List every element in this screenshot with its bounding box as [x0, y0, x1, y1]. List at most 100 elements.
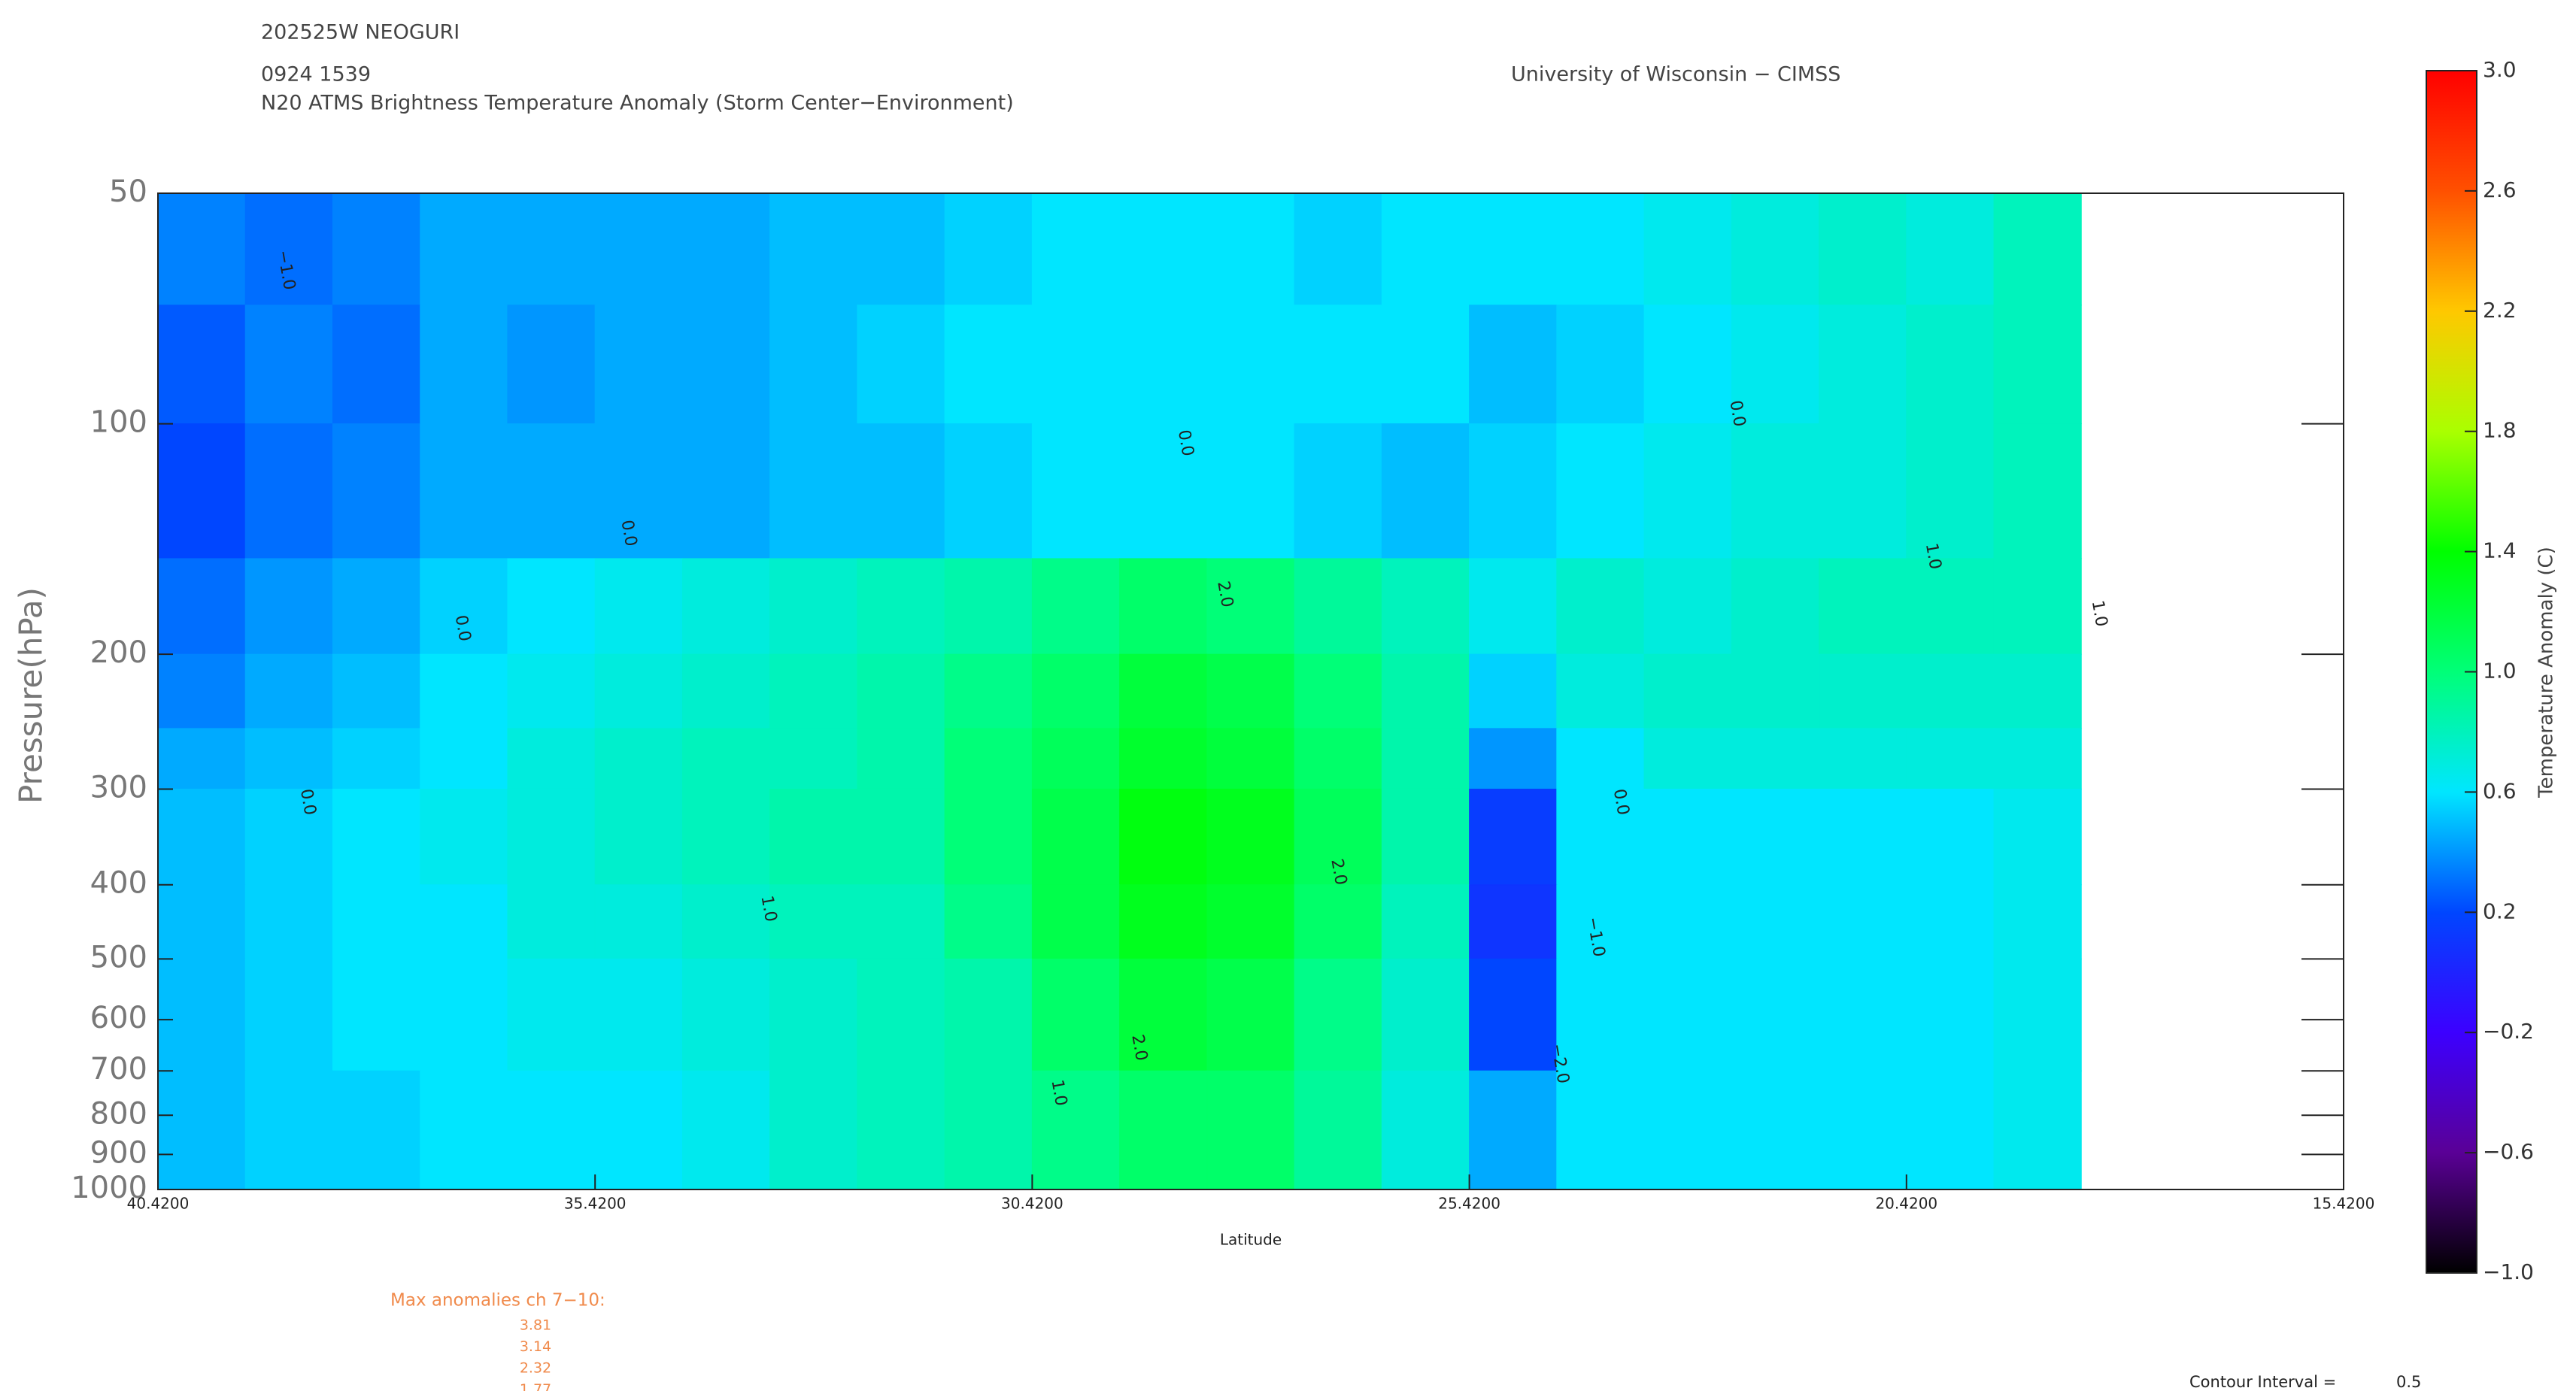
max-anomalies-label: Max anomalies ch 7−10: — [390, 1291, 605, 1311]
max-anomaly-value: 3.81 — [520, 1317, 551, 1334]
field-cell — [157, 788, 246, 886]
credit: University of Wisconsin − CIMSS — [1511, 63, 1840, 86]
field-cell — [857, 423, 945, 559]
field-cell — [1643, 192, 1732, 306]
field-cell — [1119, 423, 1208, 559]
field-cell — [420, 192, 508, 306]
colorbar-tick-label: 2.2 — [2483, 298, 2517, 323]
field-cell — [1031, 728, 1121, 789]
contour-label: 1.0 — [757, 894, 780, 923]
field-cell — [769, 423, 858, 559]
field-cell — [1119, 558, 1208, 655]
x-tick-label: 15.4200 — [2313, 1195, 2375, 1213]
field-cell — [1206, 653, 1295, 729]
field-cell — [1993, 192, 2082, 306]
field-cell — [944, 884, 1033, 959]
field-cell — [157, 423, 246, 559]
field-cell — [1294, 558, 1382, 655]
plot-frame — [157, 192, 2344, 1190]
field-cell — [1031, 1070, 1121, 1190]
field-cell — [1731, 653, 1820, 729]
colorbar-tick-label: 1.0 — [2483, 659, 2517, 683]
field-cell — [332, 305, 421, 425]
field-cell — [507, 192, 596, 306]
field-cell — [420, 728, 508, 789]
field-cell — [1556, 558, 1645, 655]
field-cell — [1731, 305, 1820, 425]
field-cell — [332, 653, 421, 729]
field-cell — [1031, 958, 1121, 1071]
field-cell — [1906, 305, 1995, 425]
field-cell — [420, 788, 508, 886]
field-cell — [681, 192, 771, 306]
field-cell — [1643, 788, 1732, 886]
field-cell — [1993, 1070, 2082, 1190]
field-cell — [244, 958, 333, 1071]
field-cell — [157, 653, 246, 729]
field-cell — [332, 192, 421, 306]
field-cell — [157, 884, 246, 959]
field-cell — [1381, 305, 1470, 425]
field-cell — [1381, 192, 1470, 306]
field-cell — [594, 423, 683, 559]
field-cell — [1643, 884, 1732, 959]
field-cell — [1119, 884, 1208, 959]
x-tick-label: 20.4200 — [1875, 1195, 1937, 1213]
field-cell — [769, 1070, 858, 1190]
field-cell — [1294, 423, 1382, 559]
field-cell — [944, 788, 1033, 886]
field-cell — [157, 192, 246, 306]
field-cell — [1556, 653, 1645, 729]
colorbar-tick-label: 1.8 — [2483, 418, 2517, 443]
field-cell — [507, 728, 596, 789]
field-cell — [1643, 423, 1732, 559]
field-cell — [681, 305, 771, 425]
colorbar-tick-label: 0.2 — [2483, 899, 2517, 923]
field-cell — [1119, 192, 1208, 306]
field-cell — [1294, 884, 1382, 959]
field-cell — [1556, 884, 1645, 959]
contour-label: 0.0 — [1725, 399, 1749, 429]
field-cell — [1731, 192, 1820, 306]
field-cell — [1119, 653, 1208, 729]
field-cell — [769, 558, 858, 655]
field-cell — [507, 305, 596, 425]
field-cell — [1469, 558, 1558, 655]
field-cell — [244, 728, 333, 789]
field-cell — [1556, 788, 1645, 886]
field-cell — [1031, 192, 1121, 306]
field-cell — [857, 653, 945, 729]
field-cell — [1206, 192, 1295, 306]
field-cell — [594, 884, 683, 959]
field-cell — [1381, 884, 1470, 959]
field-cell — [1993, 788, 2082, 886]
x-tick-label: 30.4200 — [1001, 1195, 1063, 1213]
field-cell — [1294, 653, 1382, 729]
field-cell — [944, 305, 1033, 425]
field-cell — [681, 728, 771, 789]
field-cell — [1731, 788, 1820, 886]
field-cell — [1381, 788, 1470, 886]
field-cell — [420, 884, 508, 959]
field-cell — [1643, 1070, 1732, 1190]
field-cell — [1294, 1070, 1382, 1190]
field-cell — [1819, 558, 1907, 655]
field-cell — [594, 305, 683, 425]
field-cell — [1906, 423, 1995, 559]
field-cell — [157, 728, 246, 789]
field-cell — [1469, 192, 1558, 306]
colorbar-tick-label: 3.0 — [2483, 57, 2517, 82]
field-cell — [244, 653, 333, 729]
field-cell — [1643, 653, 1732, 729]
contour-label: 0.0 — [1610, 787, 1633, 817]
colorbar-tick-label: −1.0 — [2483, 1259, 2534, 1284]
field-cell — [1206, 305, 1295, 425]
field-cell — [944, 423, 1033, 559]
y-tick-label: 500 — [90, 940, 147, 974]
field — [157, 192, 2082, 1190]
field-cell — [1031, 423, 1121, 559]
field-cell — [681, 653, 771, 729]
field-cell — [332, 788, 421, 886]
field-cell — [681, 423, 771, 559]
